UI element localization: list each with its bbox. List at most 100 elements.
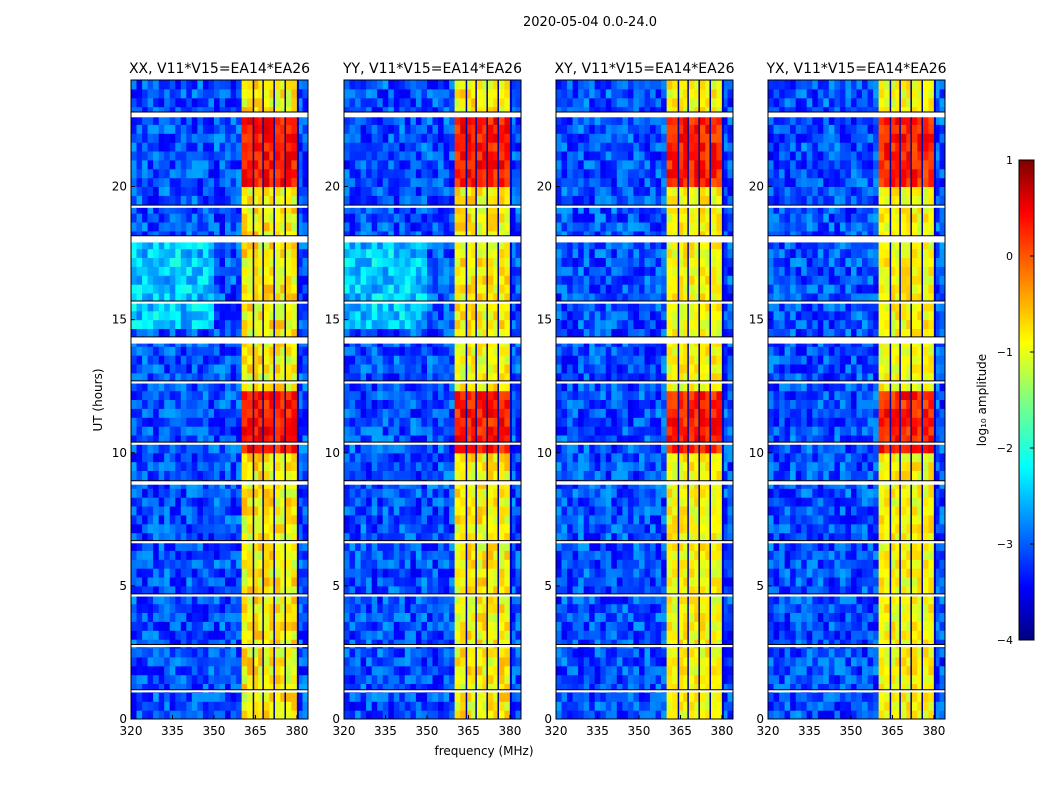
heatmap-cell (372, 692, 378, 701)
heatmap-cell (460, 559, 466, 568)
heatmap-cell (611, 657, 617, 666)
heatmap-cell (170, 692, 176, 701)
heatmap-cell (148, 98, 154, 107)
heatmap-cell (197, 178, 203, 187)
heatmap-cell (606, 657, 612, 666)
heatmap-cell (153, 524, 159, 533)
heatmap-cell (225, 675, 231, 684)
heatmap-cell (383, 355, 389, 364)
heatmap-cell (372, 346, 378, 355)
heatmap-cell (231, 417, 237, 426)
heatmap-cell (220, 408, 226, 417)
heatmap-cell (344, 124, 350, 133)
heatmap-cell (399, 497, 405, 506)
heatmap-cell (410, 80, 416, 89)
heatmap-cell (131, 195, 137, 204)
heatmap-cell (716, 675, 722, 684)
heatmap-cell (208, 559, 214, 568)
heatmap-cell (225, 364, 231, 373)
heatmap-cell (449, 133, 455, 142)
heatmap-cell (366, 497, 372, 506)
heatmap-cell (225, 506, 231, 515)
heatmap-cell (366, 604, 372, 613)
heatmap-cell (153, 692, 159, 701)
heatmap-cell (164, 453, 170, 462)
heatmap-cell (455, 133, 461, 142)
heatmap-cell (275, 471, 281, 480)
heatmap-cell (137, 89, 143, 98)
heatmap-cell (291, 355, 297, 364)
heatmap-cell (355, 471, 361, 480)
heatmap-cell (410, 346, 416, 355)
heatmap-cell (186, 346, 192, 355)
heatmap-cell (344, 346, 350, 355)
heatmap-cell (159, 222, 165, 231)
heatmap-cell (231, 222, 237, 231)
heatmap-cell (444, 577, 450, 586)
heatmap-cell (617, 701, 623, 710)
heatmap-cell (488, 648, 494, 657)
heatmap-cell (214, 444, 220, 453)
heatmap-cell (170, 80, 176, 89)
heatmap-cell (388, 400, 394, 409)
heatmap-cell (236, 98, 242, 107)
heatmap-cell (504, 275, 510, 284)
heatmap-cell (159, 391, 165, 400)
heatmap-cell (344, 701, 350, 710)
heatmap-cell (477, 488, 483, 497)
heatmap-cell (449, 666, 455, 675)
heatmap-cell (264, 648, 270, 657)
heatmap-cell (656, 675, 662, 684)
heatmap-cell (477, 151, 483, 160)
heatmap-cell (427, 657, 433, 666)
heatmap-cell (137, 515, 143, 524)
heatmap-cell (231, 675, 237, 684)
heatmap-cell (275, 621, 281, 630)
heatmap-cell (383, 692, 389, 701)
heatmap-cell (573, 710, 579, 719)
heatmap-cell (350, 311, 356, 320)
heatmap-cell (137, 524, 143, 533)
heatmap-cell (225, 151, 231, 160)
heatmap-cell (286, 675, 292, 684)
heatmap-cell (427, 604, 433, 613)
heatmap-cell (460, 604, 466, 613)
heatmap-cell (236, 657, 242, 666)
heatmap-cell (410, 613, 416, 622)
heatmap-cell (236, 515, 242, 524)
heatmap-cell (410, 222, 416, 231)
heatmap-cell (628, 692, 634, 701)
heatmap-cell (192, 692, 198, 701)
heatmap-cell (137, 710, 143, 719)
heatmap-cell (394, 187, 400, 196)
heatmap-cell (220, 453, 226, 462)
heatmap-cell (159, 98, 165, 107)
heatmap-cell (355, 462, 361, 471)
heatmap-cell (477, 701, 483, 710)
heatmap-cell (170, 701, 176, 710)
heatmap-cell (242, 657, 248, 666)
heatmap-cell (578, 710, 584, 719)
heatmap-cell (148, 364, 154, 373)
heatmap-cell (197, 408, 203, 417)
heatmap-cell (455, 515, 461, 524)
heatmap-cell (438, 187, 444, 196)
heatmap-cell (203, 515, 209, 524)
heatmap-cell (477, 320, 483, 329)
heatmap-cell (350, 559, 356, 568)
heatmap-cell (689, 692, 695, 701)
heatmap-cell (672, 666, 678, 675)
heatmap-cell (361, 346, 367, 355)
heatmap-cell (388, 515, 394, 524)
heatmap-cell (291, 648, 297, 657)
heatmap-cell (416, 169, 422, 178)
heatmap-cell (220, 497, 226, 506)
heatmap-cell (131, 311, 137, 320)
heatmap-cell (377, 98, 383, 107)
heatmap-cell (137, 604, 143, 613)
heatmap-cell (131, 613, 137, 622)
heatmap-cell (225, 497, 231, 506)
heatmap-cell (164, 568, 170, 577)
heatmap-cell (175, 657, 181, 666)
heatmap-cell (236, 417, 242, 426)
